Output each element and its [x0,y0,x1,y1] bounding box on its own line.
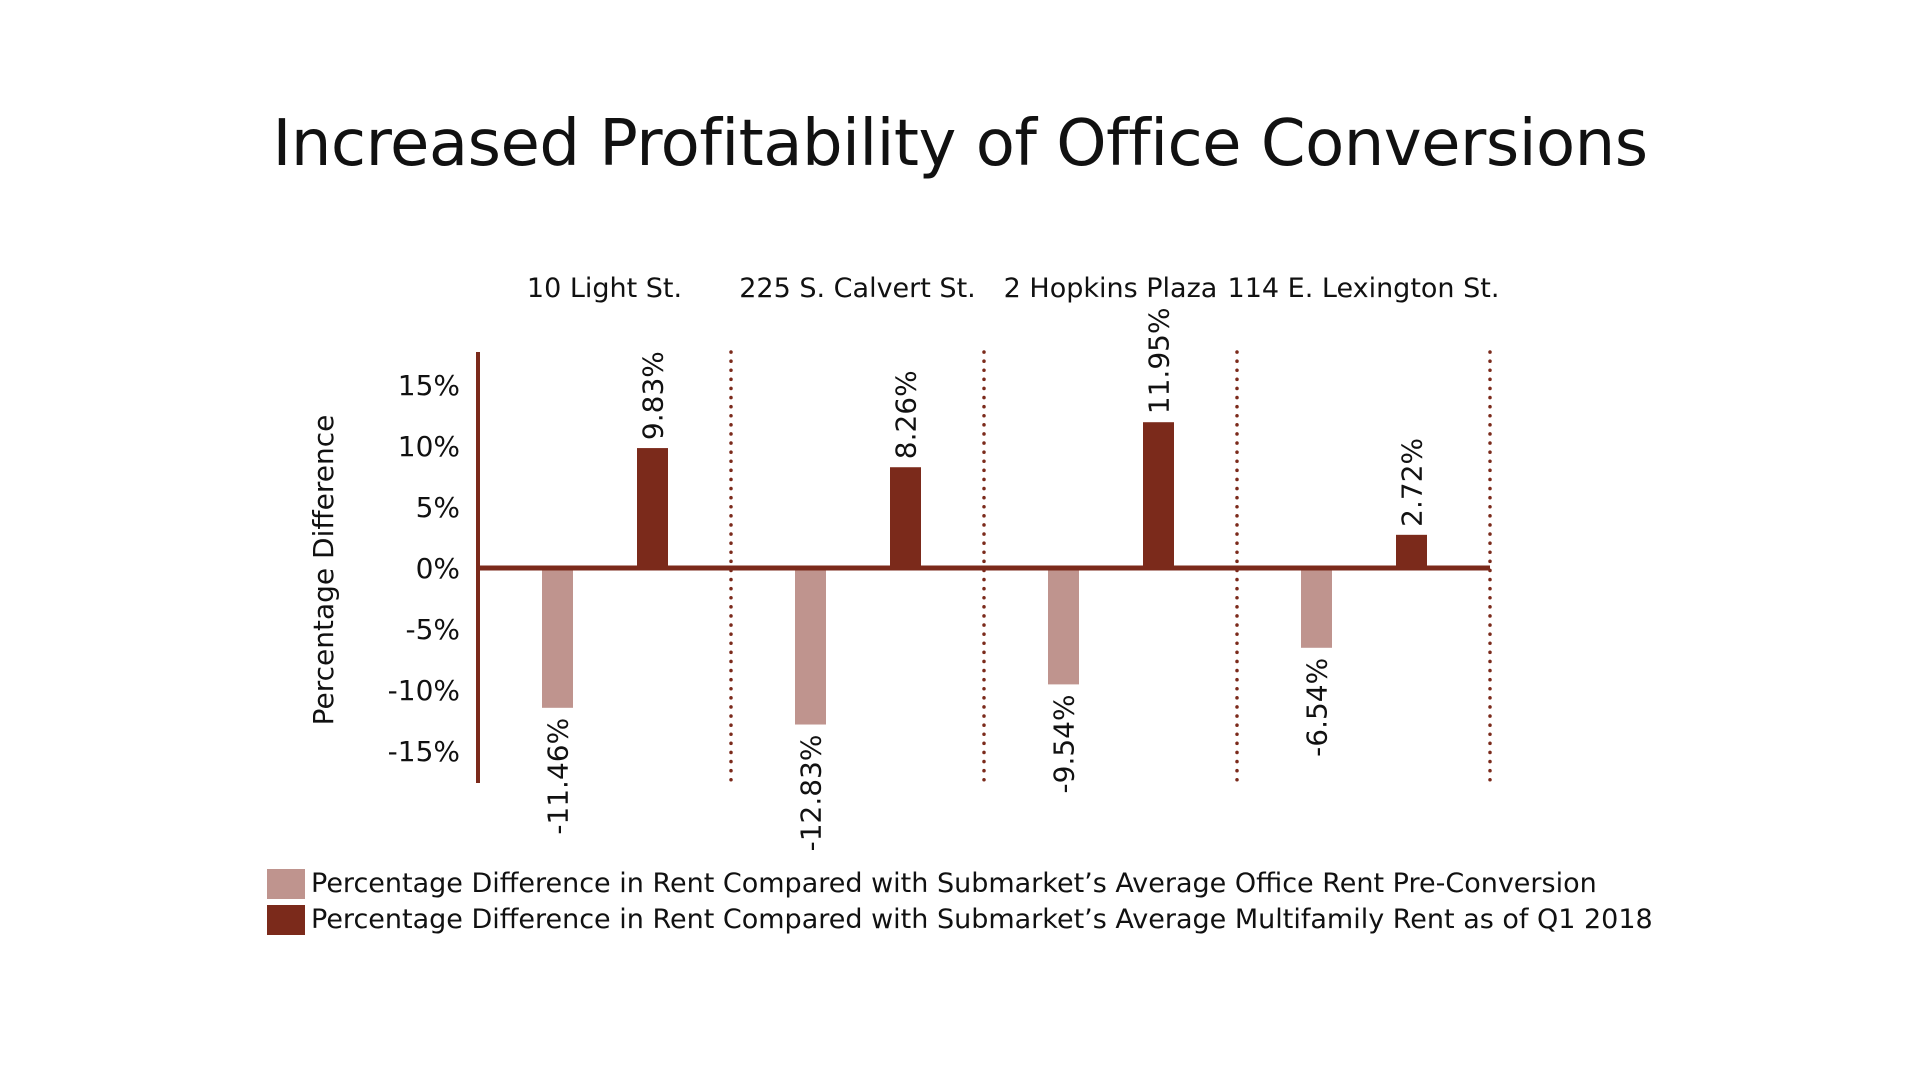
y-tick-label: -15% [388,735,460,768]
bar-multifamily-rent [1143,422,1174,568]
y-tick-label: -5% [405,613,460,646]
y-axis-title: Percentage Difference [307,415,340,726]
value-label-office-rent: -12.83% [795,735,828,852]
value-label-multifamily-rent: 11.95% [1143,307,1176,414]
category-label: 2 Hopkins Plaza [1004,273,1218,304]
value-label-office-rent: -9.54% [1048,694,1081,793]
value-label-multifamily-rent: 8.26% [890,370,923,459]
bar-office-rent [795,568,826,725]
y-tick-label: 15% [398,369,460,402]
category-label: 10 Light St. [527,273,682,304]
legend-item-multifamily-rent: Percentage Difference in Rent Compared w… [267,902,1653,938]
legend: Percentage Difference in Rent Compared w… [267,866,1653,938]
y-tick-label: 0% [416,552,460,585]
legend-swatch-multifamily-rent [267,905,305,935]
y-tick-label: -10% [388,674,460,707]
category-label: 114 E. Lexington St. [1228,273,1500,304]
bar-multifamily-rent [1396,534,1427,568]
bar-multifamily-rent [890,467,921,568]
legend-label-multifamily-rent: Percentage Difference in Rent Compared w… [311,904,1653,935]
legend-item-office-rent: Percentage Difference in Rent Compared w… [267,866,1653,902]
bar-office-rent [1301,568,1332,648]
legend-label-office-rent: Percentage Difference in Rent Compared w… [311,868,1597,899]
value-label-office-rent: -6.54% [1301,658,1334,757]
bar-office-rent [1048,568,1079,685]
value-label-office-rent: -11.46% [542,718,575,835]
y-tick-label: 5% [416,491,460,524]
chart-title: Increased Profitability of Office Conver… [272,107,1648,181]
bar-office-rent [542,568,573,708]
y-tick-label: 10% [398,430,460,463]
value-label-multifamily-rent: 9.83% [637,351,670,440]
value-label-multifamily-rent: 2.72% [1396,438,1429,527]
legend-swatch-office-rent [267,869,305,899]
bar-multifamily-rent [637,448,668,568]
category-label: 225 S. Calvert St. [739,273,976,304]
